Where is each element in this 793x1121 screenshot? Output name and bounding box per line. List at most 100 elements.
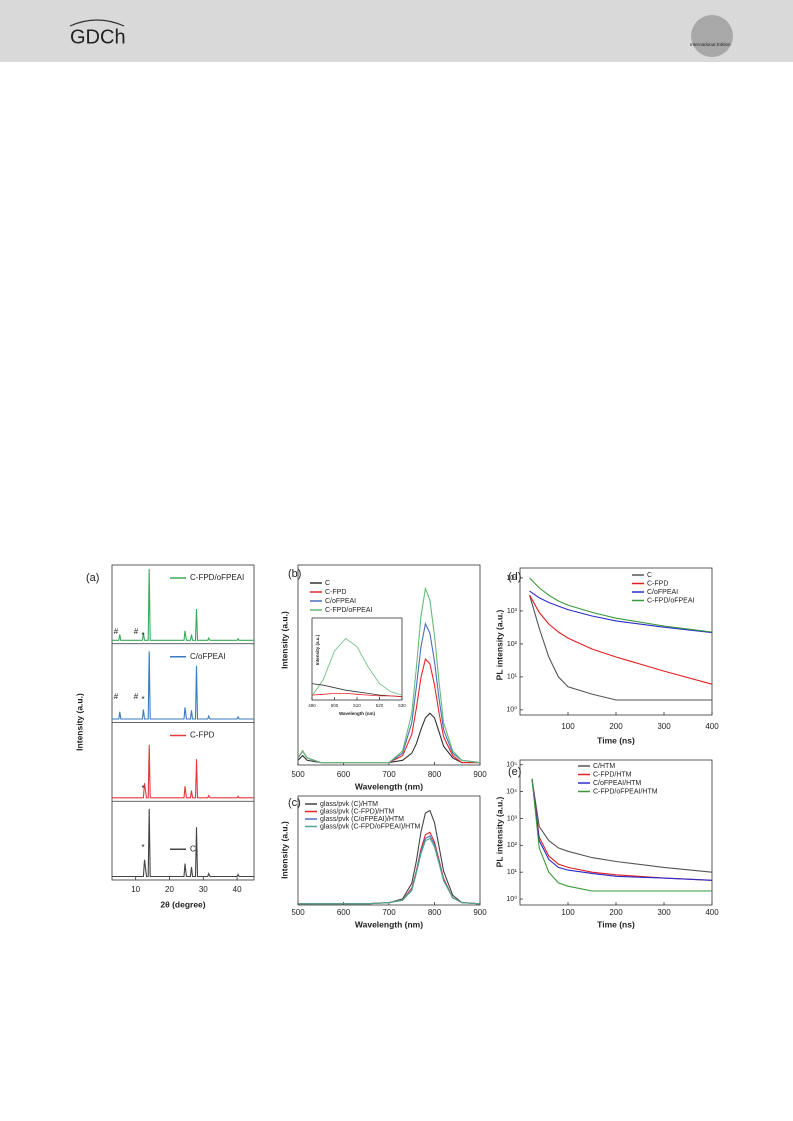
- y-tick-label: 10²: [507, 641, 518, 648]
- series-line: [112, 651, 254, 720]
- x-tick-label: 900: [473, 770, 487, 779]
- legend-label: C-FPD/HTM: [593, 771, 632, 778]
- series-line: [529, 595, 712, 701]
- x-tick-label: 30: [199, 885, 208, 894]
- x-axis-label: Time (ns): [597, 919, 635, 929]
- peak-marker: *: [141, 843, 144, 852]
- x-tick-label: 520: [376, 703, 384, 708]
- x-tick-label: 10: [131, 885, 140, 894]
- panel-label: (b): [288, 568, 301, 580]
- edition: International Edition: [690, 42, 731, 47]
- y-tick-label: 10³: [507, 815, 518, 822]
- x-tick-label: 700: [382, 770, 396, 779]
- legend-label: C/HTM: [593, 763, 615, 770]
- series-line: [311, 693, 403, 698]
- legend-label: C-FPD: [647, 580, 668, 587]
- legend-label: glass/pvk (C-FPD)/HTM: [320, 808, 394, 815]
- series-line: [529, 590, 713, 634]
- legend-label: C/oFPEAI/HTM: [593, 780, 641, 787]
- x-tick-label: 510: [353, 703, 361, 708]
- x-tick-label: 700: [382, 908, 396, 917]
- legend-label: C-FPD: [190, 731, 215, 740]
- series-line: [112, 744, 254, 799]
- legend-label: C-FPD: [325, 589, 346, 596]
- plot-frame: [519, 567, 713, 716]
- y-tick-label: 10⁴: [506, 788, 517, 795]
- x-tick-label: 200: [609, 722, 623, 731]
- legend-label: C/oFPEAI: [325, 598, 356, 605]
- y-tick-label: 10¹: [507, 674, 518, 681]
- peak-marker: #: [114, 627, 119, 636]
- peak-marker: *: [141, 784, 144, 793]
- y-axis-label: Intensity (a.u.): [279, 611, 289, 669]
- y-tick-label: 10⁵: [506, 762, 517, 769]
- edition-badge: [691, 15, 733, 57]
- legend-label: glass/pvk (C/oFPEAI)/HTM: [320, 816, 404, 823]
- series-line: [531, 778, 713, 873]
- legend-label: C: [325, 580, 330, 587]
- x-tick-label: 300: [657, 722, 671, 731]
- panel-label: (d): [508, 571, 521, 583]
- peak-marker: *: [141, 631, 144, 640]
- legend-label: C/oFPEAI: [647, 589, 678, 596]
- x-tick-label: 100: [561, 722, 575, 731]
- x-axis-label: 2θ (degree): [160, 899, 205, 909]
- series-line: [311, 637, 403, 697]
- x-tick-label: 300: [657, 908, 671, 917]
- series-line: [112, 808, 254, 878]
- y-tick-label: 10³: [507, 608, 518, 615]
- series-line: [298, 831, 481, 905]
- series-line: [529, 594, 713, 685]
- legend-label: C: [647, 572, 652, 579]
- x-tick-label: 490: [308, 703, 316, 708]
- x-tick-label: 800: [428, 908, 442, 917]
- x-tick-label: 200: [609, 908, 623, 917]
- peak-marker: *: [141, 695, 144, 704]
- x-tick-label: 400: [705, 722, 719, 731]
- plot-frame: [311, 617, 403, 701]
- legend-label: C/oFPEAI: [190, 652, 226, 661]
- y-axis-label: Intensity (a.u.): [315, 634, 320, 665]
- legend-label: C-FPD/oFPEAI: [325, 607, 373, 614]
- series-line: [529, 577, 713, 633]
- y-tick-label: 10¹: [507, 869, 518, 876]
- x-tick-label: 900: [473, 908, 487, 917]
- peak-marker: #: [134, 627, 139, 636]
- header-band: [0, 0, 793, 62]
- y-tick-label: 10⁰: [506, 706, 517, 714]
- legend-label: glass/pvk (C-FPD/oFPEAI)/HTM: [320, 823, 421, 830]
- panel-label: (a): [86, 572, 99, 584]
- x-tick-label: 500: [291, 908, 305, 917]
- x-tick-label: 100: [561, 908, 575, 917]
- legend-label: C-FPD/oFPEAI/HTM: [593, 788, 658, 795]
- y-axis-label: Intensity (a.u.): [74, 693, 84, 751]
- panel-label: (e): [508, 766, 521, 778]
- x-tick-label: 40: [233, 885, 242, 894]
- x-tick-label: 530: [398, 703, 406, 708]
- legend-label: C-FPD/oFPEAI: [190, 573, 244, 582]
- y-axis-label: PL intensity (a.u.): [494, 796, 504, 867]
- y-axis-label: Intensity (a.u.): [279, 821, 289, 879]
- x-tick-label: 600: [337, 770, 351, 779]
- series-line: [531, 778, 712, 892]
- logo: GDCh: [70, 26, 126, 48]
- y-tick-label: 10⁴: [506, 575, 517, 582]
- peak-marker: #: [114, 692, 119, 701]
- series-line: [298, 835, 481, 905]
- x-tick-label: 500: [291, 770, 305, 779]
- series-line: [297, 586, 481, 764]
- peak-marker: #: [134, 692, 139, 701]
- series-line: [297, 622, 481, 764]
- x-tick-label: 800: [428, 770, 442, 779]
- series-line: [298, 837, 481, 905]
- series-line: [112, 568, 254, 641]
- x-tick-label: 20: [165, 885, 174, 894]
- x-tick-label: 500: [331, 703, 339, 708]
- x-axis-label: Wavelength (nm): [355, 781, 423, 791]
- legend-label: glass/pvk (C)/HTM: [320, 801, 378, 808]
- x-tick-label: 600: [337, 908, 351, 917]
- x-axis-label: Wavelength (nm): [355, 919, 423, 929]
- series-line: [531, 778, 713, 881]
- legend-label: C: [190, 844, 196, 853]
